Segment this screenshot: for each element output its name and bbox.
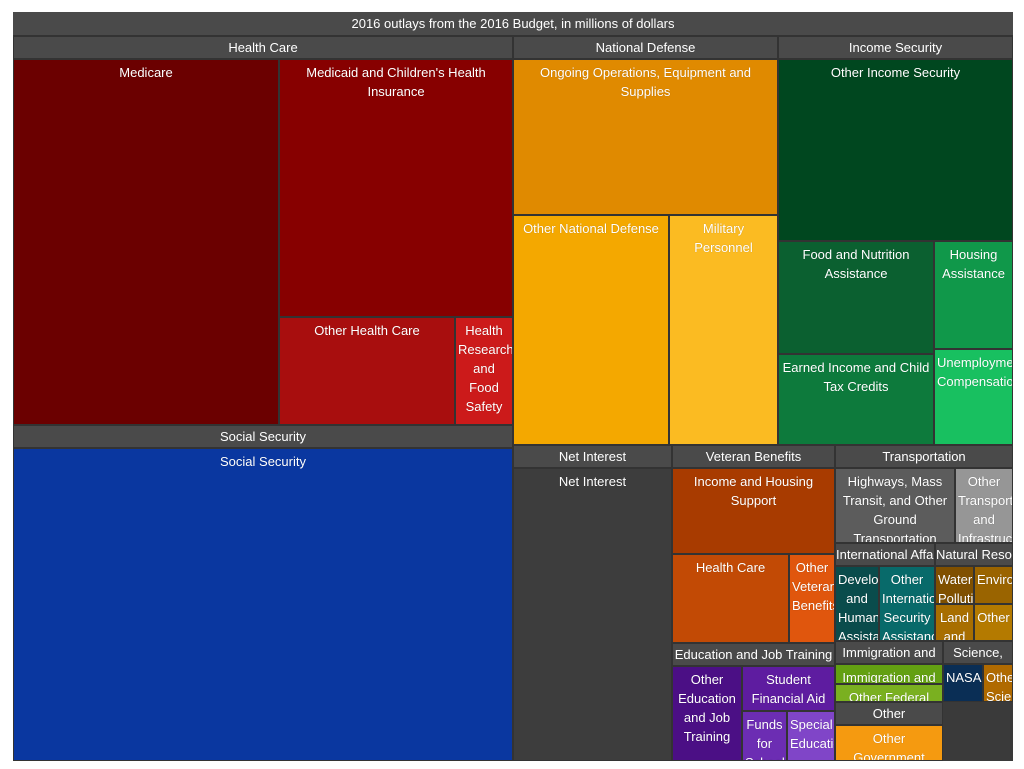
- treemap-cell-other-other-government-programs[interactable]: Other Government Programs: [835, 725, 943, 761]
- treemap-cell-natural-resources-land-and-management[interactable]: Land and Management: [935, 604, 974, 641]
- cell-label: Other Government Programs: [853, 731, 925, 761]
- treemap-cell-transportation-other-transport-and-infrastructure[interactable]: Other Transport and Infrastructure: [955, 468, 1013, 543]
- cell-label: Military Personnel: [694, 221, 753, 255]
- treemap-cell-income-security-food-and-nutrition-assistance[interactable]: Food and Nutrition Assistance: [778, 241, 934, 354]
- group-header-science[interactable]: Science,: [943, 641, 1013, 664]
- treemap-cell-science-other-science[interactable]: Other Science: [983, 664, 1013, 702]
- treemap-cell-immigration-and-immigration-and-law-enforcement[interactable]: Immigration and Law Enforcement: [835, 664, 943, 684]
- treemap-cell-veteran-benefits-other-veterans-benefits[interactable]: Other Veterans Benefits: [789, 554, 835, 643]
- treemap-cell-national-defense-other-national-defense[interactable]: Other National Defense: [513, 215, 669, 445]
- treemap-cell-health-care-medicare[interactable]: Medicare: [13, 59, 279, 425]
- treemap-cell-veteran-benefits-health-care[interactable]: Health Care: [672, 554, 789, 643]
- treemap-cell-natural-resources-environment[interactable]: Environment: [974, 566, 1013, 604]
- treemap-cell-transportation-highways-mass-transit-and-other-ground-transportation[interactable]: Highways, Mass Transit, and Other Ground…: [835, 468, 955, 543]
- treemap-cell-science-nasa[interactable]: NASA: [943, 664, 983, 702]
- cell-label: Student Financial Aid for College: [751, 672, 826, 706]
- cell-label: Other National Defense: [523, 221, 659, 236]
- cell-label: Development and Humanitarian Assistance: [838, 572, 879, 641]
- cell-label: Other Transport and Infrastructure: [958, 474, 1013, 543]
- group-header-education-and-job-training[interactable]: Education and Job Training: [672, 643, 835, 666]
- treemap-cell-veteran-benefits-income-and-housing-support[interactable]: Income and Housing Support: [672, 468, 835, 554]
- cell-label: Water Pollution and Control: [938, 572, 974, 604]
- group-header-social-security[interactable]: Social Security: [13, 425, 513, 448]
- cell-label: Environment: [977, 572, 1012, 587]
- treemap-cell-health-care-medicaid-and-children-s-health-insurance[interactable]: Medicaid and Children's Health Insurance: [279, 59, 513, 317]
- cell-label: Net Interest: [558, 474, 627, 489]
- chart-title: 2016 outlays from the 2016 Budget, in mi…: [13, 12, 1013, 36]
- group-header-immigration-and[interactable]: Immigration and: [835, 641, 943, 664]
- cell-label: Other Science: [986, 670, 1012, 702]
- cell-label: Health Care: [695, 560, 766, 575]
- group-header-other[interactable]: Other: [835, 702, 943, 725]
- group-header-income-security[interactable]: Income Security: [778, 36, 1013, 59]
- cell-label: Earned Income and Child Tax Credits: [782, 360, 930, 394]
- cell-label: Other International Security Assistance: [882, 572, 934, 641]
- cell-label: Medicare: [119, 65, 173, 80]
- treemap-cell-social-security-social-security[interactable]: Social Security: [13, 448, 513, 761]
- cell-label: Housing Assistance: [942, 247, 1005, 281]
- treemap-cell-income-security-other-income-security[interactable]: Other Income Security: [778, 59, 1013, 241]
- cell-label: Health Research and Food Safety: [458, 323, 513, 414]
- group-header-natural-resources[interactable]: Natural Resources: [935, 543, 1013, 566]
- cell-label: Other Income Security: [830, 65, 961, 80]
- treemap-cell-education-and-job-training-special-education[interactable]: Special Education: [787, 711, 835, 761]
- cell-label: NASA: [946, 670, 982, 685]
- treemap-cell-natural-resources-other[interactable]: Other: [974, 604, 1013, 641]
- treemap-cell-income-security-earned-income-and-child-tax-credits[interactable]: Earned Income and Child Tax Credits: [778, 354, 934, 445]
- group-header-transportation[interactable]: Transportation: [835, 445, 1013, 468]
- treemap-cell-immigration-and-other-federal[interactable]: Other Federal: [835, 684, 943, 702]
- treemap-cell-national-defense-military-personnel[interactable]: Military Personnel: [669, 215, 778, 445]
- cell-label: Land and Management: [940, 610, 969, 641]
- group-header-international-affairs[interactable]: International Affairs: [835, 543, 935, 566]
- cell-label: Other Veterans Benefits: [792, 560, 835, 613]
- treemap-cell-education-and-job-training-student-financial-aid-for-college[interactable]: Student Financial Aid for College: [742, 666, 835, 711]
- treemap-cell-education-and-job-training-other-education-and-job-training[interactable]: Other Education and Job Training: [672, 666, 742, 761]
- treemap-cell-health-care-health-research-and-food-safety[interactable]: Health Research and Food Safety: [455, 317, 513, 425]
- cell-label: Special Education: [790, 717, 834, 751]
- cell-label: Unemployment Compensation: [937, 355, 1013, 389]
- cell-label: Ongoing Operations, Equipment and Suppli…: [539, 65, 752, 99]
- cell-label: Other Federal: [848, 690, 930, 702]
- treemap-cell-income-security-unemployment-compensation[interactable]: Unemployment Compensation: [934, 349, 1013, 445]
- cell-label: Social Security: [220, 454, 306, 469]
- group-header-national-defense[interactable]: National Defense: [513, 36, 778, 59]
- cell-label: Medicaid and Children's Health Insurance: [306, 65, 486, 99]
- cell-label: Food and Nutrition Assistance: [802, 247, 910, 281]
- treemap-cell-health-care-other-health-care[interactable]: Other Health Care: [279, 317, 455, 425]
- treemap-cell-natural-resources-water-pollution-and-control[interactable]: Water Pollution and Control: [935, 566, 974, 604]
- treemap-cell-international-affairs-development-and-humanitarian-assistance[interactable]: Development and Humanitarian Assistance: [835, 566, 879, 641]
- cell-label: Funds for Schools: [745, 717, 786, 760]
- treemap-cell-education-and-job-training-funds-for-schools[interactable]: Funds for Schools: [742, 711, 787, 761]
- treemap-cell-international-affairs-other-international-security-assistance[interactable]: Other International Security Assistance: [879, 566, 935, 641]
- cell-label: Other Health Care: [314, 323, 420, 338]
- treemap-cell-net-interest-net-interest[interactable]: Net Interest: [513, 468, 672, 761]
- group-header-health-care[interactable]: Health Care: [13, 36, 513, 59]
- cell-label: Other: [977, 610, 1010, 625]
- group-header-net-interest[interactable]: Net Interest: [513, 445, 672, 468]
- treemap-cell-income-security-housing-assistance[interactable]: Housing Assistance: [934, 241, 1013, 349]
- treemap-chart: 2016 outlays from the 2016 Budget, in mi…: [13, 12, 1013, 761]
- cell-label: Other Education and Job Training: [678, 672, 736, 744]
- treemap-cell-national-defense-ongoing-operations-equipment-and-supplies[interactable]: Ongoing Operations, Equipment and Suppli…: [513, 59, 778, 215]
- group-header-veteran-benefits[interactable]: Veteran Benefits: [672, 445, 835, 468]
- cell-label: Highways, Mass Transit, and Other Ground…: [842, 474, 948, 543]
- cell-label: Income and Housing Support: [693, 474, 814, 508]
- cell-label: Immigration and Law Enforcement: [842, 670, 936, 684]
